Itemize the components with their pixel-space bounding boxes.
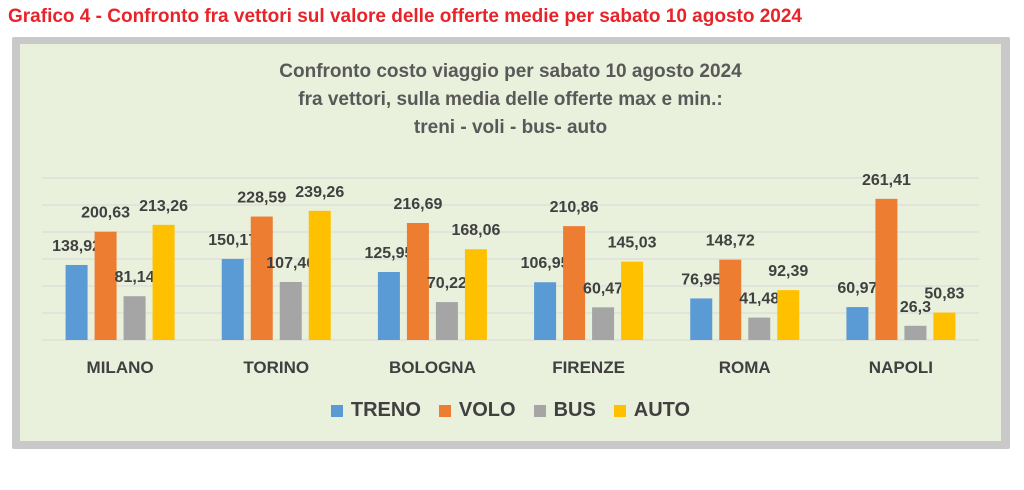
data-label-bus-roma: 41,48	[739, 291, 779, 308]
page-heading: Grafico 4 - Confronto fra vettori sul va…	[8, 6, 802, 27]
data-label-auto-roma: 92,39	[768, 263, 808, 280]
data-label-treno-torino: 150,17	[208, 232, 257, 249]
bar-volo-roma	[719, 259, 742, 340]
bar-bus-bologna	[435, 302, 458, 340]
legend-label-bus: BUS	[553, 399, 596, 421]
bar-auto-milano	[152, 224, 175, 340]
data-label-bus-napoli: 26,3	[900, 299, 931, 316]
legend-swatch-bus	[533, 404, 546, 417]
data-label-treno-roma: 76,95	[681, 271, 721, 288]
bar-chart-plot: 138,92 200,63 81,14 213,26 MILANO 150,17 228,5…	[42, 172, 979, 377]
data-label-auto-napoli: 50,83	[924, 286, 964, 303]
legend-item-auto: AUTO	[613, 399, 691, 422]
data-label-volo-milano: 200,63	[81, 205, 130, 222]
bar-treno-napoli	[846, 307, 869, 340]
bar-bus-torino	[279, 281, 302, 340]
chart-title-line-1: Confronto costo viaggio per sabato 10 ag…	[279, 61, 742, 82]
data-label-volo-torino: 228,59	[237, 190, 286, 207]
legend-item-bus: BUS	[533, 399, 596, 422]
data-label-treno-firenze: 106,95	[521, 255, 570, 272]
bar-bus-napoli	[904, 325, 927, 340]
data-label-bus-firenze: 60,47	[583, 280, 623, 297]
bar-auto-napoli	[933, 312, 956, 340]
bar-bus-firenze	[592, 307, 615, 340]
chart-title: Confronto costo viaggio per sabato 10 ag…	[20, 58, 1001, 142]
legend-label-treno: TRENO	[350, 399, 421, 421]
legend-swatch-treno	[330, 404, 343, 417]
bar-auto-bologna	[464, 249, 487, 340]
legend-label-volo: VOLO	[458, 399, 516, 421]
bar-treno-torino	[221, 258, 244, 340]
bar-bus-milano	[123, 296, 146, 340]
data-label-volo-bologna: 216,69	[393, 196, 442, 213]
bar-volo-torino	[250, 216, 273, 340]
data-label-volo-firenze: 210,86	[550, 199, 599, 216]
chart-title-line-3: treni - voli - bus- auto	[413, 117, 608, 138]
category-label-bologna: BOLOGNA	[389, 358, 476, 377]
data-label-auto-firenze: 145,03	[608, 235, 657, 252]
legend-item-treno: TRENO	[330, 399, 421, 422]
data-label-treno-milano: 138,92	[52, 238, 101, 255]
data-label-bus-milano: 81,14	[115, 269, 155, 286]
bar-auto-torino	[308, 210, 331, 340]
bar-auto-roma	[777, 290, 800, 340]
bar-treno-firenze	[534, 282, 557, 340]
bar-volo-napoli	[875, 198, 898, 340]
data-label-volo-napoli: 261,41	[862, 172, 911, 189]
bar-auto-firenze	[621, 261, 644, 340]
bar-bus-roma	[748, 317, 771, 340]
data-label-volo-roma: 148,72	[706, 233, 755, 250]
bar-volo-bologna	[406, 222, 429, 340]
legend-label-auto: AUTO	[633, 399, 691, 421]
bar-treno-roma	[690, 298, 713, 340]
bar-volo-milano	[94, 231, 117, 340]
category-label-firenze: FIRENZE	[552, 358, 625, 377]
category-label-milano: MILANO	[87, 358, 154, 377]
data-label-bus-bologna: 70,22	[427, 275, 467, 292]
legend-item-volo: VOLO	[438, 399, 516, 422]
data-label-auto-bologna: 168,06	[451, 222, 500, 239]
bar-treno-milano	[65, 264, 88, 340]
category-label-torino: TORINO	[243, 358, 309, 377]
legend-swatch-auto	[613, 404, 626, 417]
bar-treno-bologna	[377, 271, 400, 340]
data-label-auto-torino: 239,26	[295, 184, 344, 201]
data-label-bus-torino: 107,46	[266, 255, 315, 272]
category-label-napoli: NAPOLI	[869, 358, 933, 377]
data-label-treno-bologna: 125,95	[364, 245, 413, 262]
legend: TRENO VOLO BUS AUTO	[20, 399, 1001, 422]
bar-volo-firenze	[563, 226, 586, 340]
data-label-treno-napoli: 60,97	[837, 280, 877, 297]
category-label-roma: ROMA	[719, 358, 771, 377]
chart-panel: Confronto costo viaggio per sabato 10 ag…	[20, 44, 1001, 441]
chart-frame: Confronto costo viaggio per sabato 10 ag…	[12, 37, 1010, 449]
legend-swatch-volo	[438, 404, 451, 417]
data-label-auto-milano: 213,26	[139, 198, 188, 215]
chart-title-line-2: fra vettori, sulla media delle offerte m…	[298, 89, 723, 110]
